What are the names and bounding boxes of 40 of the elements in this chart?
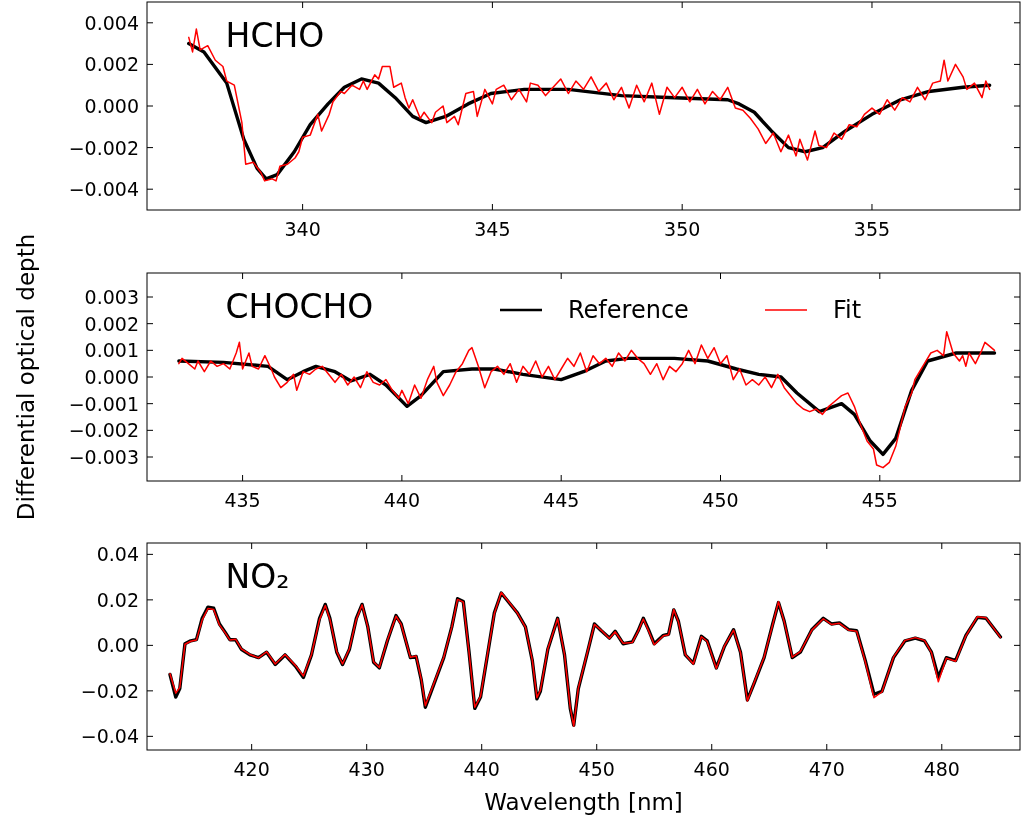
y-tick-label: −0.001	[68, 392, 139, 415]
y-tick-label: −0.04	[80, 725, 139, 748]
x-tick-label: 440	[463, 758, 500, 780]
x-tick-label: 340	[284, 218, 321, 240]
legend-label: Fit	[833, 296, 862, 324]
x-tick-label: 350	[664, 218, 701, 240]
x-tick-label: 435	[224, 489, 261, 511]
y-tick-label: 0.002	[84, 312, 139, 335]
y-tick-label: 0.000	[84, 95, 139, 117]
x-tick-label: 420	[233, 758, 270, 780]
x-tick-label: 460	[693, 758, 730, 780]
x-tick-label: 345	[474, 218, 511, 240]
y-tick-label: 0.002	[84, 53, 139, 76]
y-tick-label: 0.003	[84, 286, 139, 308]
y-axis-title: Differential optical depth	[13, 233, 39, 521]
y-tick-label: 0.04	[96, 543, 139, 566]
x-tick-label: 355	[853, 218, 891, 240]
x-tick-label: 430	[348, 758, 385, 780]
y-tick-label: −0.02	[80, 679, 139, 702]
text: NO₂	[225, 557, 290, 596]
x-tick-label: 440	[383, 489, 421, 511]
text: HCHO	[225, 16, 325, 55]
x-tick-label: 445	[543, 489, 580, 511]
legend-label: Reference	[568, 296, 689, 324]
text: CHOCHO	[225, 287, 374, 326]
y-tick-label: 0.000	[84, 366, 139, 388]
x-tick-label: 450	[702, 489, 739, 511]
y-tick-label: −0.003	[68, 446, 139, 468]
y-tick-label: 0.001	[84, 339, 139, 362]
y-tick-label: 0.02	[96, 588, 139, 611]
x-axis-title: Wavelength [nm]	[484, 789, 683, 815]
y-tick-label: −0.002	[68, 419, 139, 442]
x-tick-label: 455	[861, 489, 898, 511]
y-tick-label: −0.002	[68, 136, 139, 159]
x-tick-label: 470	[808, 758, 845, 780]
x-tick-label: 480	[923, 758, 960, 780]
y-tick-label: 0.00	[96, 634, 139, 657]
y-tick-label: −0.004	[68, 178, 139, 201]
x-tick-label: 450	[578, 758, 615, 780]
y-tick-label: 0.004	[84, 11, 139, 34]
